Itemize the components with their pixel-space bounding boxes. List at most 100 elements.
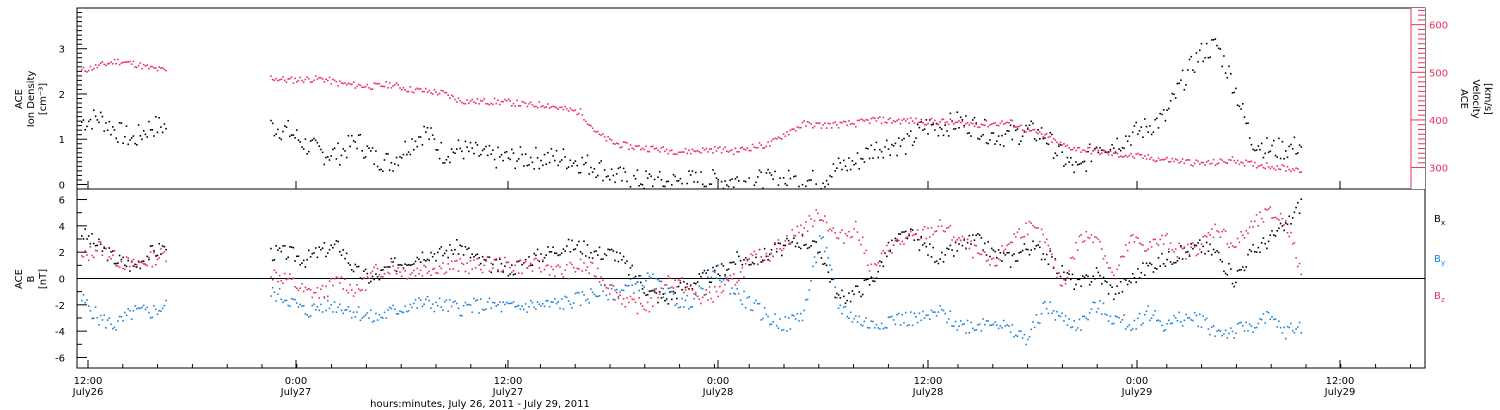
- bx-point: [1286, 223, 1289, 226]
- density-point: [970, 135, 972, 137]
- by-point: [913, 312, 916, 315]
- velocity-point: [825, 127, 828, 129]
- by-point: [1269, 318, 1272, 320]
- velocity-point: [739, 147, 742, 149]
- bz-point: [628, 301, 630, 304]
- bz-point: [1123, 255, 1125, 258]
- bx-point: [906, 237, 909, 240]
- by-point: [86, 299, 88, 301]
- bx-point: [351, 269, 353, 271]
- bx-point: [868, 284, 871, 286]
- by-point: [1240, 321, 1242, 324]
- by-point: [729, 293, 731, 295]
- by-point: [499, 301, 501, 303]
- by-point: [786, 330, 788, 332]
- by-point: [84, 301, 86, 304]
- density-point: [815, 183, 817, 185]
- velocity-point: [352, 81, 355, 83]
- bz-point: [313, 292, 315, 294]
- bz-point: [1266, 209, 1268, 211]
- bz-point: [777, 239, 780, 241]
- bx-point: [793, 237, 795, 239]
- by-point: [622, 289, 625, 292]
- velocity-point: [1016, 126, 1019, 128]
- density-point: [645, 170, 647, 172]
- bz-point: [521, 272, 523, 275]
- velocity-point: [1001, 120, 1003, 122]
- density-point: [1009, 124, 1012, 127]
- velocity-point: [858, 119, 860, 122]
- density-point: [837, 157, 840, 160]
- density-point: [571, 165, 573, 167]
- bx-point: [1199, 239, 1201, 241]
- by-point: [710, 276, 713, 279]
- bz-point: [576, 267, 578, 270]
- bx-point: [784, 244, 787, 247]
- by-point: [1015, 334, 1017, 337]
- bz-point: [1021, 236, 1024, 238]
- velocity-point: [523, 101, 525, 104]
- bz-point: [949, 224, 952, 227]
- bz-point: [493, 259, 496, 261]
- velocity-point: [313, 79, 315, 82]
- bx-point: [450, 249, 453, 251]
- bz-point: [426, 272, 429, 274]
- bx-point: [395, 270, 398, 273]
- bz-point: [844, 232, 847, 235]
- velocity-point: [674, 153, 676, 155]
- bz-point: [679, 280, 682, 282]
- bz-point: [450, 260, 453, 263]
- density-point: [996, 140, 998, 142]
- bz-point: [557, 264, 559, 266]
- by-point: [681, 297, 683, 300]
- density-point: [782, 177, 785, 179]
- bz-point: [1159, 238, 1161, 241]
- by-point: [789, 328, 792, 330]
- bx-point: [617, 260, 620, 263]
- bz-point: [125, 256, 128, 258]
- bx-point: [277, 249, 279, 251]
- velocity-point: [915, 117, 917, 120]
- by-point: [505, 301, 508, 304]
- bx-point: [913, 239, 916, 241]
- bx-point: [290, 246, 293, 248]
- by-point: [982, 318, 984, 320]
- velocity-point: [1116, 152, 1118, 155]
- velocity-point: [1190, 164, 1192, 166]
- bz-point: [421, 275, 424, 277]
- bx-point: [466, 248, 468, 251]
- bz-point: [163, 251, 166, 253]
- bz-point: [1044, 241, 1046, 244]
- by-point: [423, 303, 425, 306]
- bx-point: [1235, 281, 1237, 284]
- by-point: [297, 306, 300, 308]
- bx-point: [736, 251, 738, 253]
- velocity-point: [1230, 159, 1232, 161]
- velocity-point: [834, 121, 836, 123]
- bx-point: [438, 247, 441, 250]
- by-point: [328, 307, 331, 310]
- by-point: [868, 327, 871, 329]
- density-point: [404, 140, 406, 143]
- by-point: [1016, 335, 1019, 338]
- velocity-point: [564, 105, 566, 108]
- by-point: [1245, 321, 1247, 324]
- by-point: [151, 316, 154, 319]
- by-point: [1214, 335, 1217, 337]
- bx-point: [958, 243, 960, 245]
- bz-point: [1267, 208, 1270, 210]
- by-point: [574, 292, 577, 295]
- density-point: [1064, 163, 1067, 166]
- density-point: [278, 137, 281, 139]
- bz-point: [1085, 230, 1088, 233]
- velocity-point: [590, 124, 592, 127]
- bz-point: [311, 296, 314, 299]
- by-point: [392, 304, 394, 307]
- density-point: [1216, 44, 1218, 47]
- velocity-point: [540, 105, 542, 108]
- bx-point: [425, 260, 427, 262]
- velocity-point: [382, 85, 384, 88]
- velocity-point: [81, 68, 83, 71]
- by-point: [466, 304, 468, 306]
- by-point: [677, 306, 680, 309]
